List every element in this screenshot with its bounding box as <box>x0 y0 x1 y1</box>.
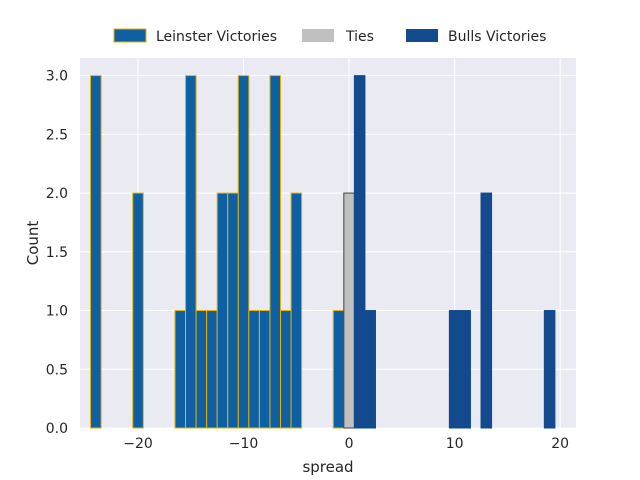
bar <box>132 192 144 429</box>
bar <box>269 75 282 429</box>
grid-lines <box>80 58 576 429</box>
legend-swatch-ties <box>302 29 334 42</box>
bar <box>332 310 345 429</box>
plot-area <box>80 58 576 428</box>
y-tick-label: 2.5 <box>46 127 68 143</box>
y-tick-label: 1.5 <box>46 245 68 261</box>
bar <box>174 310 187 429</box>
bar <box>543 310 556 429</box>
legend-label-ties: Ties <box>345 29 374 45</box>
bar <box>459 310 471 429</box>
legend-label-leinster: Leinster Victories <box>156 29 277 45</box>
x-tick-label: 10 <box>446 436 464 452</box>
legend-swatch-bulls <box>406 29 438 42</box>
x-tick-label: −20 <box>123 436 153 452</box>
bar <box>480 192 493 429</box>
bar <box>343 192 355 429</box>
bar <box>280 310 292 429</box>
tick-labels: −20 −10 0 10 20 0.0 0.5 1.0 1.5 2.0 2.5 3.0 <box>46 69 569 452</box>
legend-label-bulls: Bulls Victories <box>448 29 546 45</box>
x-axis-label: spread <box>302 458 353 476</box>
x-tick-label: −10 <box>229 436 259 452</box>
y-tick-label: 0.0 <box>46 421 68 437</box>
bar <box>290 192 303 429</box>
y-axis-label: Count <box>24 221 42 266</box>
bar <box>248 310 260 429</box>
bar <box>258 310 271 429</box>
bars <box>90 75 556 429</box>
y-tick-label: 1.0 <box>46 304 68 320</box>
bar <box>216 192 229 429</box>
bar <box>353 75 366 429</box>
bar <box>227 192 239 429</box>
legend: Leinster Victories Ties Bulls Victories <box>113 28 546 45</box>
bar <box>237 75 250 429</box>
bar <box>185 75 197 429</box>
bar <box>448 310 461 429</box>
x-tick-label: 0 <box>345 436 354 452</box>
y-tick-label: 0.5 <box>46 362 68 378</box>
legend-swatch-leinster <box>113 28 147 43</box>
x-tick-label: 20 <box>551 436 569 452</box>
bar <box>206 310 218 429</box>
bar <box>195 310 208 429</box>
y-tick-label: 3.0 <box>46 69 68 85</box>
bar <box>90 75 102 429</box>
bar <box>364 310 376 429</box>
y-tick-label: 2.0 <box>46 186 68 202</box>
